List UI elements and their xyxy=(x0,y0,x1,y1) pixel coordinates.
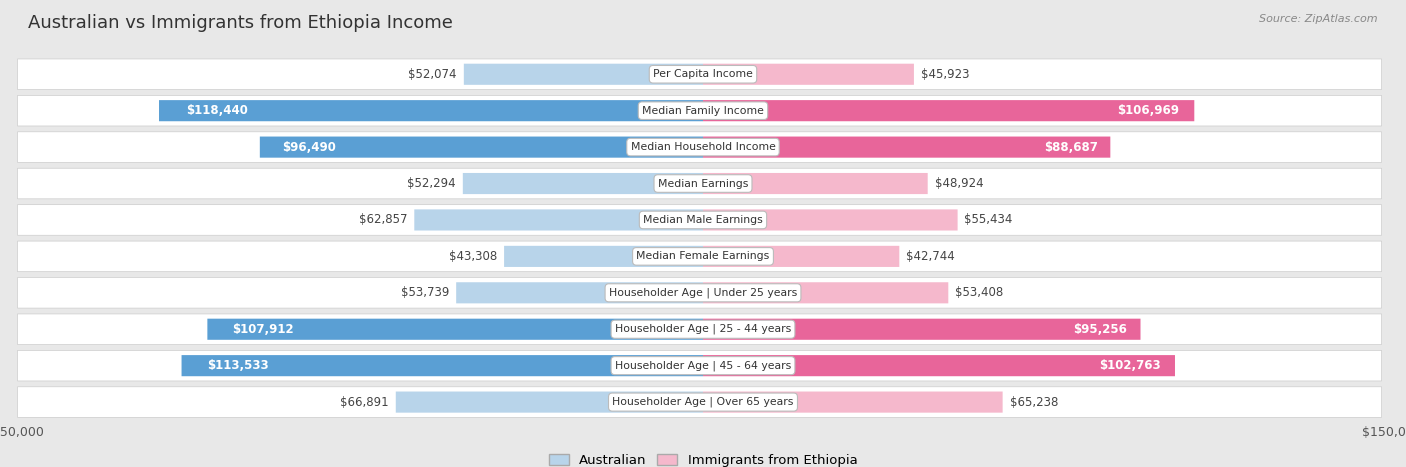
Text: Median Male Earnings: Median Male Earnings xyxy=(643,215,763,225)
Text: $45,923: $45,923 xyxy=(921,68,969,81)
Text: $107,912: $107,912 xyxy=(232,323,294,336)
Text: Householder Age | Over 65 years: Householder Age | Over 65 years xyxy=(612,397,794,407)
FancyBboxPatch shape xyxy=(703,355,1175,376)
Text: Source: ZipAtlas.com: Source: ZipAtlas.com xyxy=(1260,14,1378,24)
FancyBboxPatch shape xyxy=(395,391,703,413)
FancyBboxPatch shape xyxy=(456,282,703,304)
Text: Median Household Income: Median Household Income xyxy=(630,142,776,152)
Text: $106,969: $106,969 xyxy=(1118,104,1180,117)
FancyBboxPatch shape xyxy=(17,314,1382,345)
Text: Median Family Income: Median Family Income xyxy=(643,106,763,116)
Text: $113,533: $113,533 xyxy=(208,359,269,372)
Text: $102,763: $102,763 xyxy=(1099,359,1161,372)
FancyBboxPatch shape xyxy=(260,136,703,158)
Text: $95,256: $95,256 xyxy=(1074,323,1128,336)
FancyBboxPatch shape xyxy=(17,168,1382,199)
Text: $42,744: $42,744 xyxy=(907,250,955,263)
Text: $88,687: $88,687 xyxy=(1045,141,1098,154)
FancyBboxPatch shape xyxy=(17,59,1382,90)
Text: $65,238: $65,238 xyxy=(1010,396,1057,409)
FancyBboxPatch shape xyxy=(207,318,703,340)
FancyBboxPatch shape xyxy=(464,64,703,85)
FancyBboxPatch shape xyxy=(703,136,1111,158)
Text: Australian vs Immigrants from Ethiopia Income: Australian vs Immigrants from Ethiopia I… xyxy=(28,14,453,32)
Text: $43,308: $43,308 xyxy=(449,250,498,263)
Text: $48,924: $48,924 xyxy=(935,177,983,190)
FancyBboxPatch shape xyxy=(17,350,1382,381)
Text: $53,408: $53,408 xyxy=(955,286,1004,299)
Text: $96,490: $96,490 xyxy=(283,141,336,154)
Text: $52,294: $52,294 xyxy=(408,177,456,190)
FancyBboxPatch shape xyxy=(703,391,1002,413)
Text: Per Capita Income: Per Capita Income xyxy=(652,69,754,79)
FancyBboxPatch shape xyxy=(181,355,703,376)
Text: Median Earnings: Median Earnings xyxy=(658,178,748,189)
FancyBboxPatch shape xyxy=(505,246,703,267)
Legend: Australian, Immigrants from Ethiopia: Australian, Immigrants from Ethiopia xyxy=(544,448,862,467)
FancyBboxPatch shape xyxy=(463,173,703,194)
Text: $62,857: $62,857 xyxy=(359,213,408,226)
Text: Householder Age | 45 - 64 years: Householder Age | 45 - 64 years xyxy=(614,361,792,371)
Text: $66,891: $66,891 xyxy=(340,396,389,409)
Text: Median Female Earnings: Median Female Earnings xyxy=(637,251,769,262)
Text: Householder Age | 25 - 44 years: Householder Age | 25 - 44 years xyxy=(614,324,792,334)
FancyBboxPatch shape xyxy=(703,173,928,194)
FancyBboxPatch shape xyxy=(17,95,1382,126)
FancyBboxPatch shape xyxy=(17,205,1382,235)
Text: $55,434: $55,434 xyxy=(965,213,1012,226)
FancyBboxPatch shape xyxy=(703,318,1140,340)
FancyBboxPatch shape xyxy=(415,209,703,231)
Text: $118,440: $118,440 xyxy=(186,104,247,117)
FancyBboxPatch shape xyxy=(703,282,948,304)
Text: Householder Age | Under 25 years: Householder Age | Under 25 years xyxy=(609,288,797,298)
FancyBboxPatch shape xyxy=(17,277,1382,308)
FancyBboxPatch shape xyxy=(703,246,900,267)
FancyBboxPatch shape xyxy=(703,64,914,85)
FancyBboxPatch shape xyxy=(703,100,1194,121)
FancyBboxPatch shape xyxy=(17,241,1382,272)
FancyBboxPatch shape xyxy=(159,100,703,121)
Text: $52,074: $52,074 xyxy=(408,68,457,81)
FancyBboxPatch shape xyxy=(17,387,1382,417)
FancyBboxPatch shape xyxy=(17,132,1382,163)
Text: $53,739: $53,739 xyxy=(401,286,450,299)
FancyBboxPatch shape xyxy=(703,209,957,231)
